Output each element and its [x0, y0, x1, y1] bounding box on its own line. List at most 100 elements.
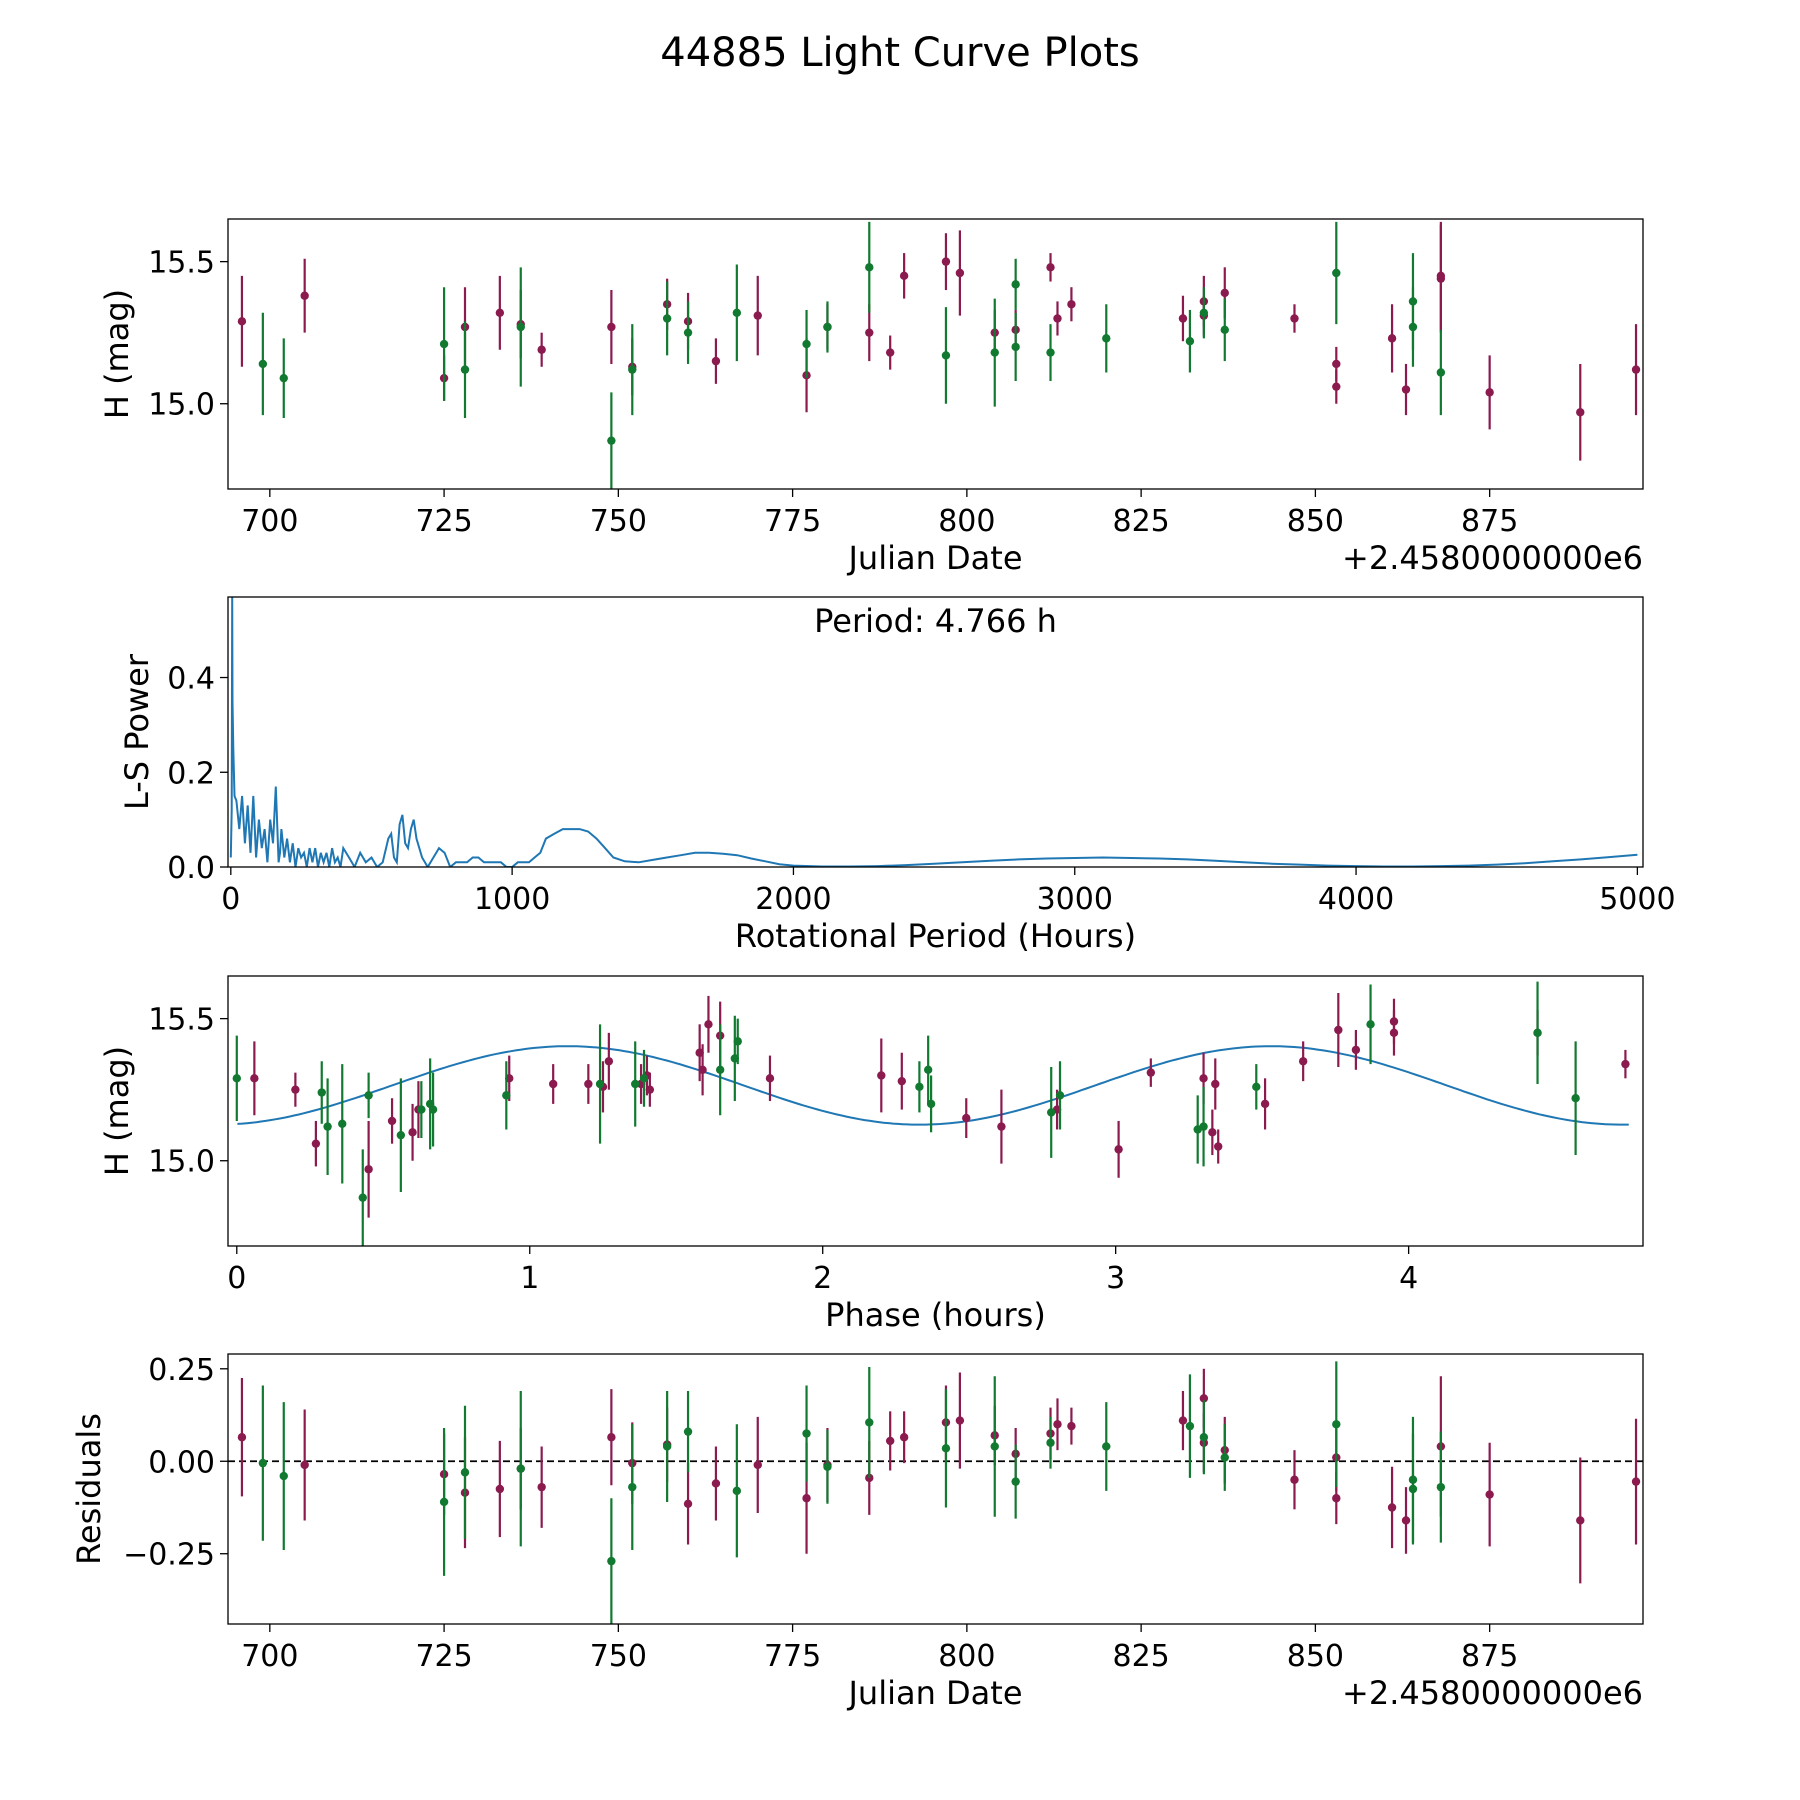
- data-point-filter-a: [897, 1076, 907, 1086]
- data-point-filter-a: [802, 1494, 811, 1503]
- data-point-filter-a: [1199, 1394, 1209, 1403]
- data-point-filter-a: [1290, 1475, 1299, 1484]
- data-point-filter-a: [1290, 314, 1299, 323]
- data-point-filter-b: [990, 1442, 999, 1451]
- axes-frame: [227, 218, 1644, 490]
- x-tick-label: 0: [227, 1261, 246, 1296]
- x-tick-label: 5000: [1599, 882, 1675, 917]
- panel-light-curve: 700 725 750 775 800 825 850 875 15.0 15.5 Julian D…: [98, 218, 1644, 577]
- data-point-filter-a: [291, 1085, 300, 1094]
- data-point-filter-b: [1436, 368, 1446, 377]
- data-point-filter-b: [639, 1074, 649, 1083]
- data-point-filter-a: [408, 1128, 417, 1137]
- data-point-filter-a: [704, 1020, 713, 1029]
- data-point-filter-a: [1401, 1516, 1411, 1525]
- data-point-filter-a: [899, 1433, 909, 1442]
- y-tick-label: 0.0: [167, 851, 215, 886]
- data-point-filter-a: [300, 291, 309, 300]
- data-point-filter-a: [899, 271, 909, 281]
- data-point-filter-b: [358, 1193, 367, 1202]
- data-point-filter-b: [338, 1119, 347, 1128]
- x-tick-label: 800: [938, 1639, 995, 1674]
- data-point-filter-b: [941, 351, 951, 360]
- y-tick-label: 0.2: [167, 756, 215, 791]
- panel-marks: [229, 597, 1638, 867]
- axes-frame: [227, 596, 1644, 868]
- x-tick-label: 825: [1112, 1639, 1169, 1674]
- y-tick-label: 0.00: [148, 1445, 215, 1480]
- data-point-filter-b: [1408, 1484, 1418, 1494]
- data-point-filter-b: [628, 1482, 637, 1492]
- x-tick-label: 750: [590, 504, 647, 539]
- data-point-filter-b: [516, 322, 525, 332]
- x-tick-label: 1000: [474, 882, 550, 917]
- data-point-filter-b: [1046, 348, 1055, 357]
- x-tick-label: 2000: [755, 882, 831, 917]
- data-point-filter-a: [1178, 1416, 1188, 1425]
- data-point-filter-a: [955, 1416, 965, 1425]
- data-point-filter-a: [765, 1074, 775, 1083]
- x-tick-label: 2: [813, 1261, 832, 1296]
- data-point-filter-b: [662, 314, 672, 323]
- data-point-filter-a: [753, 311, 762, 320]
- data-point-filter-a: [495, 1484, 505, 1494]
- data-point-filter-b: [1199, 308, 1209, 317]
- data-point-filter-a: [1067, 300, 1076, 309]
- data-point-filter-b: [915, 1082, 924, 1092]
- y-tick-label: 0.4: [167, 662, 215, 697]
- data-point-filter-b: [732, 1486, 742, 1496]
- data-point-filter-b: [628, 365, 637, 374]
- data-point-filter-b: [732, 308, 742, 317]
- data-point-filter-b: [1102, 1442, 1111, 1451]
- data-point-filter-b: [258, 1458, 268, 1468]
- data-point-filter-b: [823, 322, 832, 332]
- data-point-filter-a: [885, 1436, 895, 1446]
- data-point-filter-b: [1185, 1421, 1195, 1431]
- x-axis-label: Julian Date: [846, 1674, 1022, 1712]
- data-point-filter-b: [1366, 1020, 1375, 1029]
- data-point-filter-a: [1436, 271, 1446, 281]
- data-point-filter-b: [417, 1105, 426, 1114]
- x-tick-label: 875: [1461, 1639, 1518, 1674]
- data-point-filter-a: [1576, 1516, 1585, 1525]
- period-annotation: Period: 4.766 h: [814, 602, 1057, 640]
- x-tick-label: 700: [241, 1639, 298, 1674]
- x-tick-label: 700: [241, 504, 298, 539]
- panel-marks: [228, 1361, 1643, 1624]
- panel-periodogram: 0 1000 2000 3000 4000 5000 0.0 0.2 0.4 Rotational…: [118, 596, 1676, 955]
- data-point-filter-a: [962, 1113, 971, 1123]
- data-point-filter-a: [495, 308, 505, 317]
- data-point-filter-a: [1053, 314, 1062, 323]
- data-point-filter-a: [537, 345, 546, 354]
- panel-residuals: 700 725 750 775 800 825 850 875 −0.25 0.00 0.25 Jul…: [70, 1353, 1644, 1712]
- data-point-filter-b: [733, 1037, 742, 1046]
- periodogram-line: [229, 597, 1638, 867]
- y-axis-label: H (mag): [98, 1046, 136, 1176]
- y-tick-label: 0.25: [148, 1353, 215, 1388]
- x-offset-text: +2.4580000000e6: [1342, 539, 1643, 577]
- data-point-filter-a: [1621, 1059, 1630, 1069]
- data-point-filter-b: [323, 1122, 332, 1131]
- y-axis-label: L-S Power: [118, 653, 156, 810]
- x-tick-label: 825: [1112, 504, 1169, 539]
- data-point-filter-a: [683, 1499, 693, 1508]
- data-point-filter-a: [1211, 1079, 1220, 1089]
- data-point-filter-b: [1408, 297, 1418, 306]
- data-point-filter-b: [439, 1497, 449, 1507]
- data-point-filter-a: [607, 322, 616, 332]
- data-point-filter-a: [1199, 1074, 1208, 1083]
- x-offset-text: +2.4580000000e6: [1342, 1674, 1643, 1712]
- data-point-filter-b: [1220, 325, 1229, 335]
- panel-marks: [232, 981, 1630, 1246]
- data-point-filter-a: [1114, 1145, 1123, 1154]
- data-point-filter-a: [1485, 1490, 1494, 1499]
- y-tick-label: 15.5: [148, 1003, 215, 1038]
- data-point-filter-b: [1252, 1082, 1261, 1092]
- data-point-filter-b: [460, 1468, 470, 1477]
- x-axis-label: Phase (hours): [825, 1296, 1046, 1334]
- x-tick-label: 4: [1399, 1261, 1418, 1296]
- data-point-filter-a: [1631, 365, 1641, 374]
- data-point-filter-b: [317, 1088, 326, 1097]
- x-axis-label: Rotational Period (Hours): [735, 917, 1136, 955]
